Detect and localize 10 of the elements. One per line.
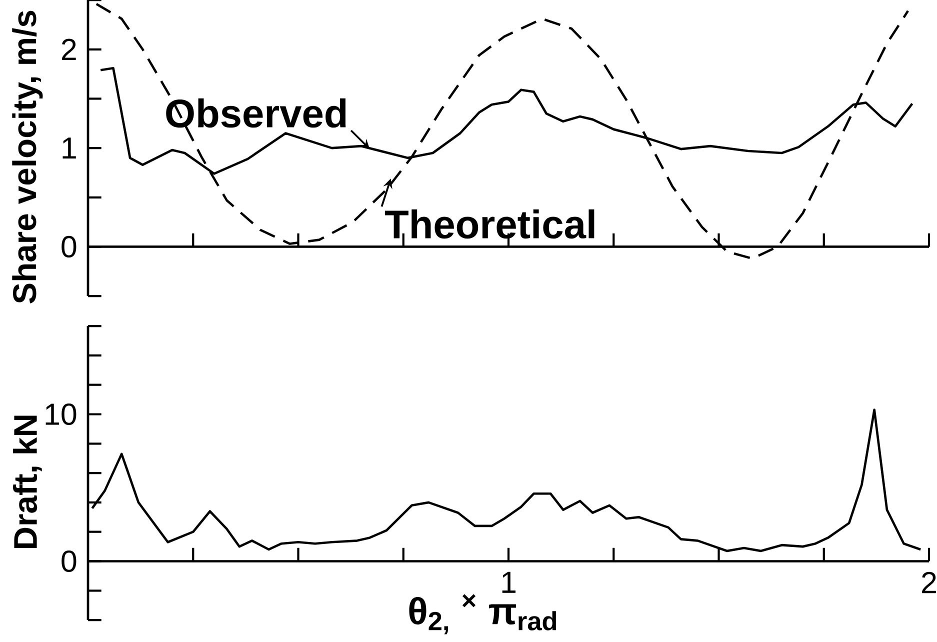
x-axis-title: θ$_{2,}$ $^{×}$ π$_{rad}$ <box>409 594 556 634</box>
annotation: Observed <box>166 98 346 128</box>
y-tick-label: 0 <box>62 550 76 572</box>
annotation: Theoretical <box>384 209 594 239</box>
y-tick-label: 1 <box>62 138 76 159</box>
y-tick-label: 0 <box>62 236 76 258</box>
y-axis-title: Draft, kN <box>13 416 42 548</box>
y-axis-title: Share velocity, m/s <box>12 10 43 304</box>
y-tick-label: 10 <box>46 403 76 426</box>
y-tick-label: 2 <box>62 38 76 60</box>
